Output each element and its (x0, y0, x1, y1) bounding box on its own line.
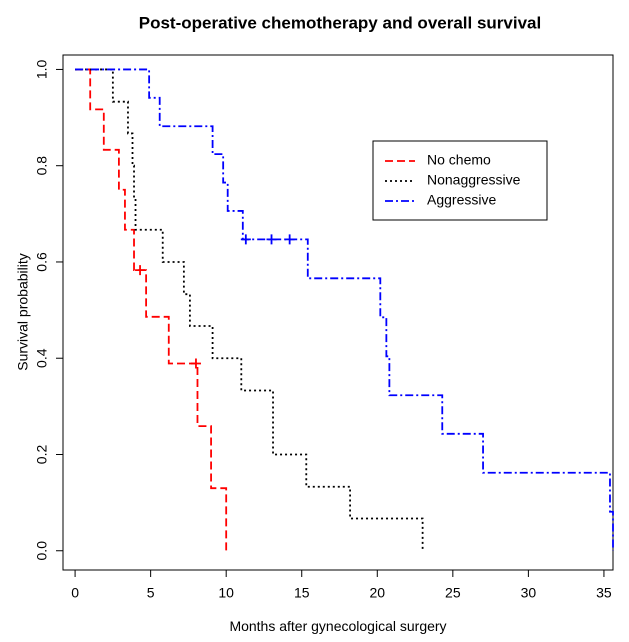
survival-curve (75, 68, 228, 551)
x-tick-label: 5 (147, 585, 155, 601)
x-tick-label: 25 (445, 585, 461, 601)
censor-mark (284, 234, 295, 245)
x-tick-label: 20 (369, 585, 385, 601)
x-tick-label: 30 (521, 585, 537, 601)
legend-label: Aggressive (427, 192, 496, 208)
chart-title: Post-operative chemotherapy and overall … (139, 13, 541, 32)
legend-label: No chemo (427, 152, 491, 168)
x-tick-label: 15 (294, 585, 310, 601)
x-tick-label: 35 (596, 585, 612, 601)
censor-mark (190, 358, 201, 369)
y-tick-label: 1.0 (34, 59, 50, 79)
x-tick-label: 0 (71, 585, 79, 601)
y-tick-label: 0.2 (34, 445, 50, 465)
legend-label: Nonaggressive (427, 172, 521, 188)
y-axis-label: Survival probability (15, 253, 31, 371)
x-tick-label: 10 (218, 585, 234, 601)
censor-mark (240, 234, 251, 245)
legend-box (372, 140, 548, 221)
y-tick-label: 0.6 (34, 252, 50, 272)
survival-curve (75, 68, 424, 551)
y-tick-label: 0.8 (34, 156, 50, 176)
censor-mark (135, 265, 146, 276)
y-tick-label: 0.0 (34, 541, 50, 561)
survival-curve (75, 68, 614, 551)
x-axis-label: Months after gynecological surgery (229, 618, 446, 634)
censor-mark (266, 234, 277, 245)
y-tick-label: 0.4 (34, 348, 50, 368)
